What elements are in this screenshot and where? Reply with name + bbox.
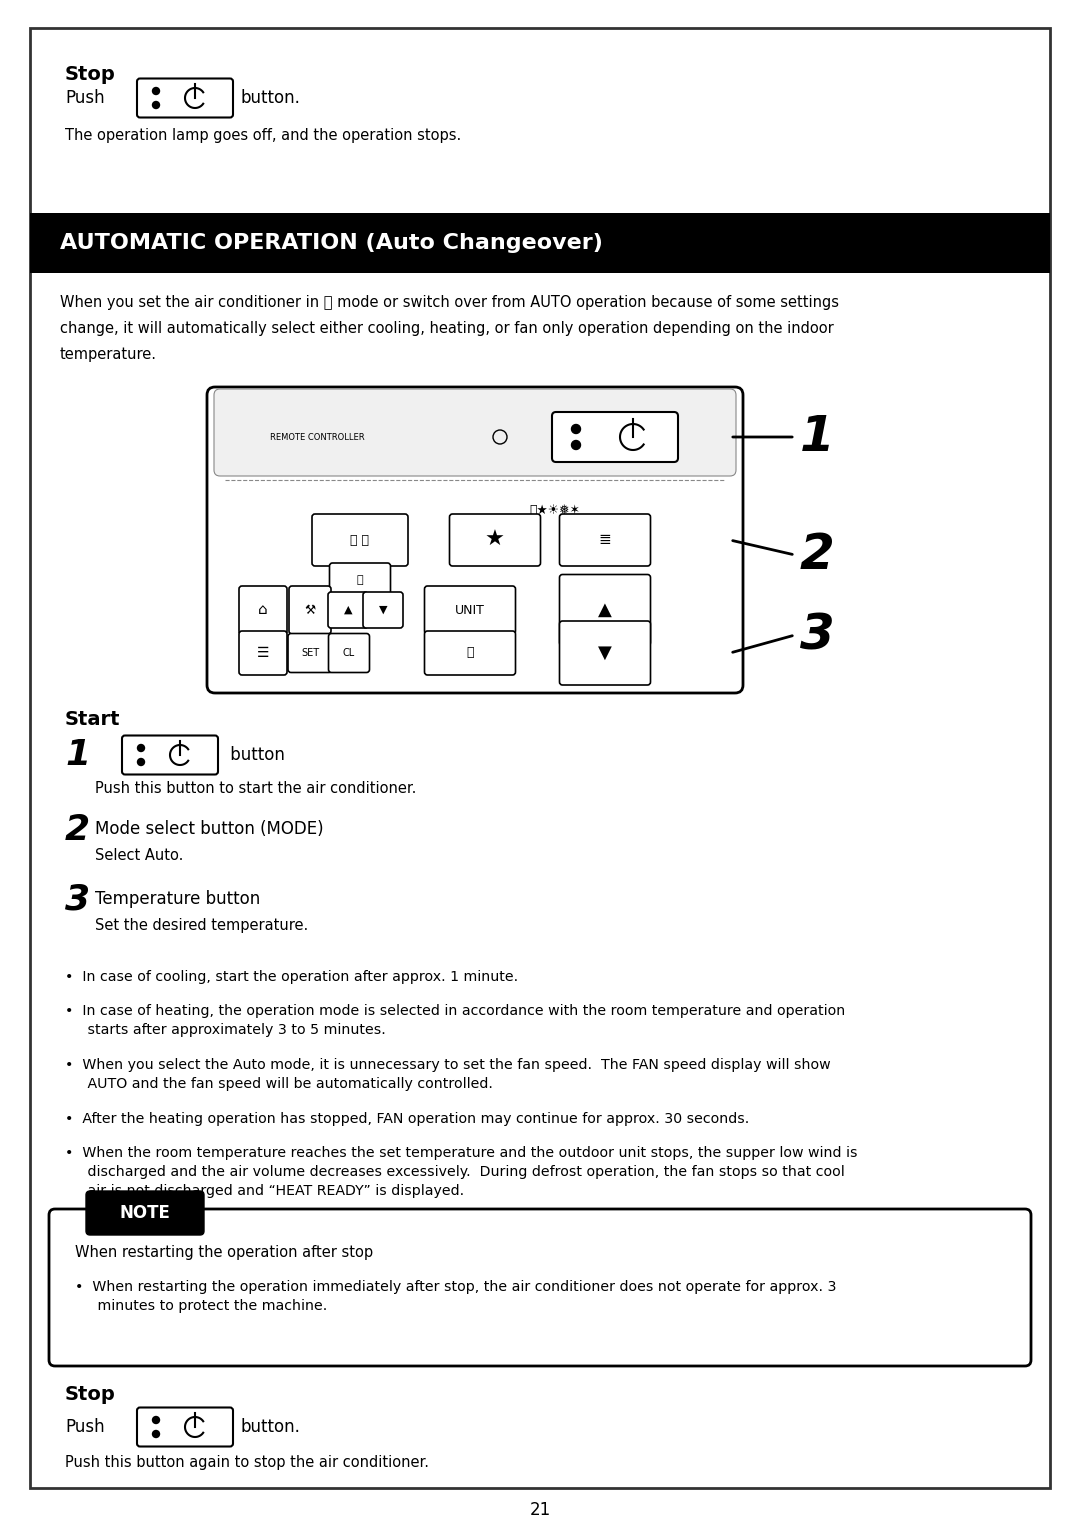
FancyBboxPatch shape [137,78,233,117]
FancyBboxPatch shape [424,631,515,676]
FancyBboxPatch shape [328,633,369,673]
Text: •  When restarting the operation immediately after stop, the air conditioner doe: • When restarting the operation immediat… [75,1279,837,1313]
Text: 3: 3 [65,883,90,917]
Text: CL: CL [342,648,355,657]
Text: ⏰ ⏻: ⏰ ⏻ [351,534,369,546]
Text: NOTE: NOTE [120,1205,171,1222]
Circle shape [152,1430,160,1438]
Text: REMOTE CONTROLLER: REMOTE CONTROLLER [270,433,365,442]
FancyBboxPatch shape [86,1191,204,1235]
Text: ≣: ≣ [598,532,611,547]
Text: Push this button again to stop the air conditioner.: Push this button again to stop the air c… [65,1455,429,1470]
Text: Set the desired temperature.: Set the desired temperature. [95,918,308,933]
Circle shape [152,87,160,95]
Text: Stop: Stop [65,66,116,84]
FancyBboxPatch shape [49,1209,1031,1366]
FancyBboxPatch shape [329,563,391,596]
Text: The operation lamp goes off, and the operation stops.: The operation lamp goes off, and the ope… [65,128,461,143]
Circle shape [137,744,145,752]
Text: 2: 2 [65,813,90,846]
Text: 1: 1 [65,738,90,772]
Text: Push this button to start the air conditioner.: Push this button to start the air condit… [95,781,417,796]
Text: temperature.: temperature. [60,348,157,361]
Text: Select Auto.: Select Auto. [95,848,184,863]
Text: •  If the Auto mode is uncomfortable, you can select the desired conditions manu: • If the Auto mode is uncomfortable, you… [65,1220,673,1234]
Text: 21: 21 [529,1501,551,1519]
FancyBboxPatch shape [559,514,650,566]
Text: •  In case of cooling, start the operation after approx. 1 minute.: • In case of cooling, start the operatio… [65,970,518,984]
FancyBboxPatch shape [424,586,515,634]
FancyBboxPatch shape [363,592,403,628]
FancyBboxPatch shape [312,514,408,566]
Circle shape [571,424,581,433]
FancyBboxPatch shape [289,586,330,634]
Text: •  In case of heating, the operation mode is selected in accordance with the roo: • In case of heating, the operation mode… [65,1003,846,1037]
Text: ▼: ▼ [379,605,388,615]
Text: ⚒: ⚒ [305,604,315,616]
Text: •  When you select the Auto mode, it is unnecessary to set the fan speed.  The F: • When you select the Auto mode, it is u… [65,1058,831,1090]
Text: ⌂: ⌂ [258,602,268,618]
FancyBboxPatch shape [214,389,735,476]
Text: Start: Start [65,711,121,729]
FancyBboxPatch shape [559,621,650,685]
FancyBboxPatch shape [239,631,287,676]
FancyBboxPatch shape [207,387,743,692]
Text: 1: 1 [800,413,835,461]
Text: Temperature button: Temperature button [95,891,260,907]
Text: ▲: ▲ [598,601,612,619]
Text: UNIT: UNIT [455,604,485,616]
Bar [30,214,1050,273]
FancyBboxPatch shape [122,735,218,775]
FancyBboxPatch shape [137,1408,233,1447]
FancyBboxPatch shape [328,592,368,628]
Text: button.: button. [240,88,300,107]
FancyBboxPatch shape [449,514,540,566]
Text: SET: SET [301,648,319,657]
Text: AUTOMATIC OPERATION (Auto Changeover): AUTOMATIC OPERATION (Auto Changeover) [60,233,603,253]
FancyBboxPatch shape [552,412,678,462]
Text: ▼: ▼ [598,644,612,662]
Circle shape [137,758,145,766]
Text: Push: Push [65,88,105,107]
Text: When restarting the operation after stop: When restarting the operation after stop [75,1244,373,1260]
FancyBboxPatch shape [288,633,332,673]
Text: Mode select button (MODE): Mode select button (MODE) [95,820,324,839]
Text: ⏱: ⏱ [356,575,363,586]
Text: ▲: ▲ [343,605,352,615]
FancyBboxPatch shape [239,586,287,634]
Circle shape [571,441,581,450]
Text: change, it will automatically select either cooling, heating, or fan only operat: change, it will automatically select eit… [60,320,834,336]
Text: ★: ★ [485,531,505,551]
Text: •  After the heating operation has stopped, FAN operation may continue for appro: • After the heating operation has stoppe… [65,1112,750,1125]
Text: button.: button. [240,1418,300,1437]
Text: When you set the air conditioner in Ⓐ mode or switch over from AUTO operation be: When you set the air conditioner in Ⓐ mo… [60,294,839,310]
FancyBboxPatch shape [559,575,650,645]
Text: Ⓐ★☀❅✶: Ⓐ★☀❅✶ [529,503,581,517]
Text: ☰: ☰ [257,647,269,660]
Text: •  When the room temperature reaches the set temperature and the outdoor unit st: • When the room temperature reaches the … [65,1145,858,1199]
Circle shape [152,102,160,108]
Circle shape [152,1417,160,1423]
Text: ⌛: ⌛ [467,647,474,659]
Text: Stop: Stop [65,1385,116,1405]
Text: button: button [225,746,285,764]
Text: 2: 2 [800,531,835,580]
Text: 3: 3 [800,612,835,659]
Text: Push: Push [65,1418,105,1437]
